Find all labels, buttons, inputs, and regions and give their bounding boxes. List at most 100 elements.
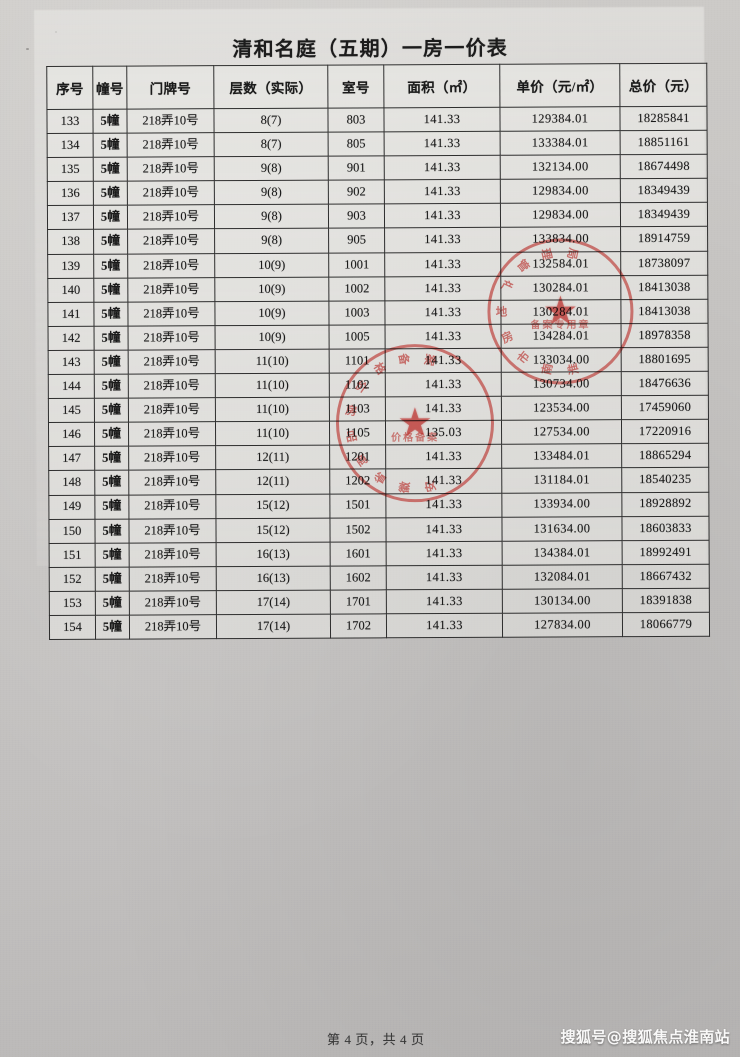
cell-room: 1102 — [329, 372, 386, 398]
footer-page-number: 第 4 页，共 4 页 — [327, 1032, 425, 1047]
table-row: 154 5幢 218弄10号 17(14) 1702 141.33 127834.00 180… — [49, 612, 710, 640]
cell-total: 18413038 — [620, 274, 708, 300]
table-row: 145 5幢 218弄10号 11(10) 1103 141.33 123534.00 174… — [48, 395, 709, 423]
cell-bldg: 5幢 — [93, 181, 128, 206]
cell-seq: 138 — [47, 229, 94, 255]
cell-unit: 131184.01 — [501, 468, 622, 493]
cell-total: 18738097 — [620, 250, 708, 276]
cell-addr: 218弄10号 — [128, 494, 216, 519]
cell-seq: 141 — [47, 301, 95, 327]
cell-seq: 145 — [48, 398, 95, 423]
table-row: 152 5幢 218弄10号 16(13) 1602 141.33 132084.01 186… — [49, 564, 710, 592]
cell-area: 141.33 — [386, 565, 503, 590]
cell-floor: 9(8) — [214, 180, 329, 206]
cell-seq: 136 — [47, 181, 94, 206]
cell-bldg: 5幢 — [93, 205, 128, 230]
cell-room: 1005 — [329, 324, 386, 350]
cell-total: 18978358 — [621, 323, 709, 348]
cell-bldg: 5幢 — [94, 446, 129, 471]
cell-addr: 218弄10号 — [128, 421, 216, 447]
cell-floor: 17(14) — [216, 589, 331, 615]
cell-area: 135.03 — [385, 420, 502, 446]
cell-seq: 139 — [47, 253, 94, 279]
cell-addr: 218弄10号 — [126, 108, 215, 134]
cell-floor: 11(10) — [215, 421, 330, 446]
cell-floor: 16(13) — [216, 565, 331, 591]
cell-seq: 154 — [49, 615, 96, 640]
cell-total: 18914759 — [620, 226, 708, 252]
cell-room: 1702 — [330, 613, 387, 639]
page-title: 清和名庭（五期）一房一价表 — [232, 37, 509, 62]
cell-seq: 142 — [48, 326, 95, 351]
cell-room: 1105 — [329, 421, 386, 446]
cell-addr: 218弄10号 — [127, 205, 215, 230]
cell-addr: 218弄10号 — [128, 397, 216, 423]
column-header-bldg: 幢号 — [92, 66, 127, 110]
table-row: 140 5幢 218弄10号 10(9) 1002 141.33 130284.01 1841… — [47, 274, 708, 303]
cell-seq: 137 — [47, 205, 94, 230]
cell-total: 18851161 — [620, 130, 708, 155]
cell-unit: 123534.00 — [501, 395, 622, 421]
cell-area: 141.33 — [385, 516, 503, 542]
table-row: 133 5幢 218弄10号 8(7) 803 141.33 129384.01 182858… — [46, 106, 708, 134]
cell-total: 18349439 — [620, 178, 708, 204]
cell-bldg: 5幢 — [93, 301, 129, 327]
cell-bldg: 5幢 — [93, 133, 128, 158]
table-row: 135 5幢 218弄10号 9(8) 901 141.33 132134.00 186744… — [47, 154, 708, 182]
cell-bldg: 5幢 — [94, 518, 130, 543]
cell-unit: 130284.01 — [500, 299, 622, 325]
cell-seq: 148 — [48, 470, 95, 495]
cell-area: 141.33 — [383, 107, 501, 132]
cell-unit: 129384.01 — [499, 106, 621, 132]
table-row: 146 5幢 218弄10号 11(10) 1105 135.03 127534.00 172… — [48, 419, 709, 447]
cell-bldg: 5幢 — [94, 422, 129, 447]
cell-area: 141.33 — [386, 589, 503, 614]
cell-room: 1602 — [330, 565, 387, 590]
column-header-unit: 单价（元/㎡） — [499, 63, 620, 108]
cell-seq: 153 — [49, 591, 96, 616]
cell-addr: 218弄10号 — [127, 156, 215, 182]
cell-total: 18928892 — [621, 491, 709, 517]
cell-bldg: 5幢 — [94, 494, 129, 519]
cell-unit: 133034.00 — [501, 347, 622, 373]
column-header-total: 总价（元） — [619, 63, 707, 107]
cell-total: 18349439 — [620, 202, 708, 228]
table-row: 138 5幢 218弄10号 9(8) 905 141.33 133834.00 189147… — [47, 226, 708, 255]
cell-floor: 8(7) — [214, 132, 329, 157]
cell-room: 1502 — [329, 517, 387, 542]
cell-area: 141.33 — [384, 155, 501, 181]
table-row: 153 5幢 218弄10号 17(14) 1701 141.33 130134.00 183… — [49, 588, 710, 616]
cell-unit: 130134.00 — [502, 588, 623, 614]
cell-seq: 144 — [48, 374, 95, 399]
cell-addr: 218弄10号 — [127, 277, 215, 302]
cell-seq: 152 — [49, 567, 96, 592]
cell-unit: 133834.00 — [500, 227, 621, 252]
cell-unit: 133484.01 — [501, 443, 622, 469]
cell-unit: 131634.00 — [501, 516, 623, 541]
cell-room: 1701 — [330, 589, 387, 615]
cell-area: 141.33 — [385, 468, 502, 494]
table-row: 148 5幢 218弄10号 12(11) 1202 141.33 131184.01 185… — [48, 467, 709, 495]
cell-room: 905 — [328, 228, 385, 253]
cell-bldg: 5幢 — [94, 470, 129, 495]
cell-addr: 218弄10号 — [127, 229, 215, 254]
cell-room: 805 — [328, 131, 385, 157]
cell-room: 1003 — [328, 300, 386, 325]
cell-seq: 147 — [48, 446, 95, 471]
cell-bldg: 5幢 — [95, 590, 130, 616]
cell-floor: 11(10) — [215, 373, 330, 398]
cell-area: 141.33 — [385, 396, 502, 422]
cell-floor: 11(10) — [215, 397, 330, 422]
cell-area: 141.33 — [384, 251, 501, 277]
column-header-floor: 层数（实际） — [213, 65, 328, 109]
cell-unit: 132584.01 — [500, 251, 621, 276]
cell-room: 1601 — [330, 541, 387, 566]
table-row: 141 5幢 218弄10号 10(9) 1003 141.33 130284.01 1841… — [47, 298, 709, 327]
cell-unit: 130284.01 — [500, 275, 621, 301]
cell-area: 141.33 — [385, 348, 502, 373]
cell-total: 17459060 — [621, 395, 709, 420]
cell-area: 141.33 — [384, 131, 501, 157]
price-table-body: 133 5幢 218弄10号 8(7) 803 141.33 129384.01 182858… — [46, 106, 710, 640]
cell-area: 141.33 — [386, 613, 503, 638]
